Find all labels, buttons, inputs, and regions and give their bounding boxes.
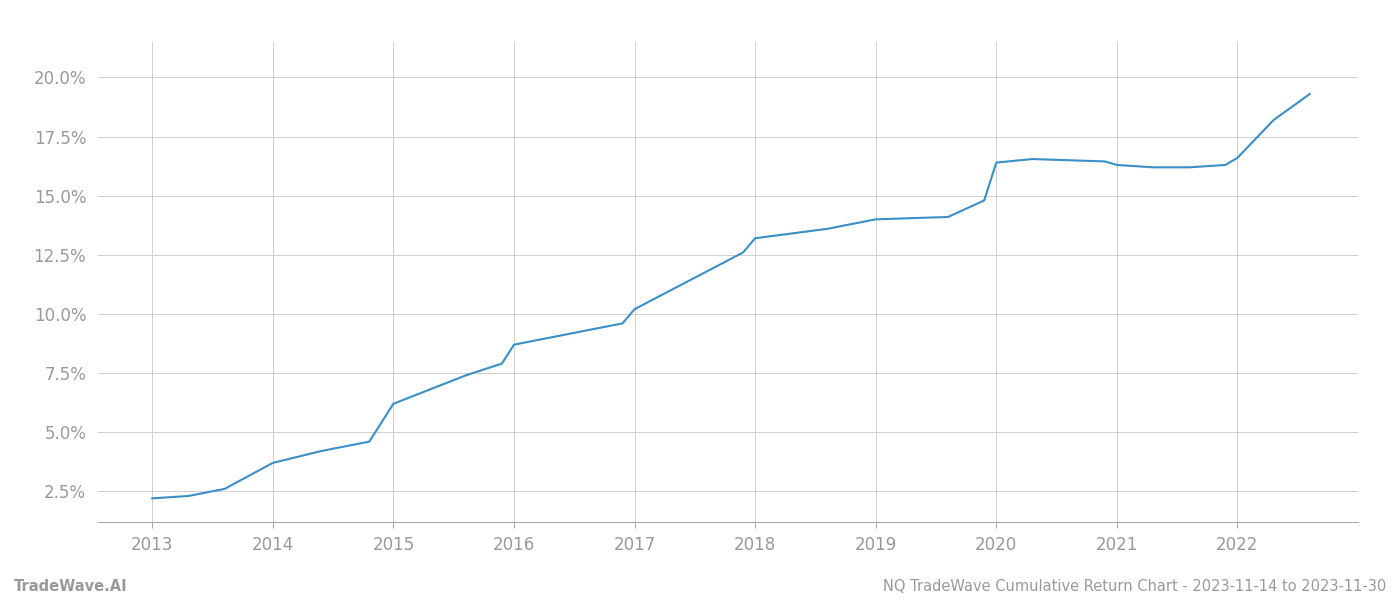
Text: TradeWave.AI: TradeWave.AI: [14, 579, 127, 594]
Text: NQ TradeWave Cumulative Return Chart - 2023-11-14 to 2023-11-30: NQ TradeWave Cumulative Return Chart - 2…: [883, 579, 1386, 594]
